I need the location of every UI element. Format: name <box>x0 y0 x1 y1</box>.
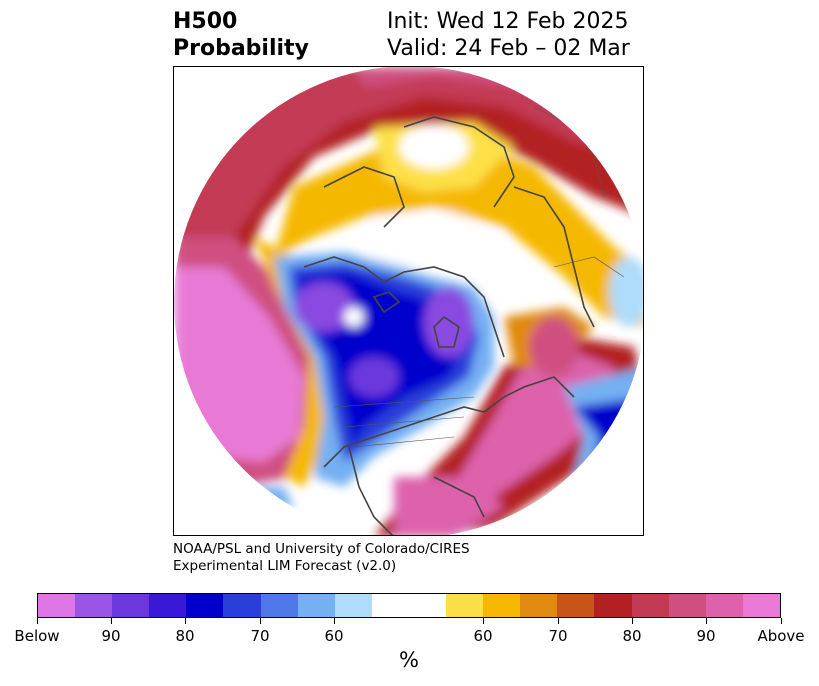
credit-text: NOAA/PSL and University of Colorado/CIRE… <box>173 541 470 575</box>
colorbar-segment <box>520 594 558 617</box>
title-quantity: Probability <box>173 36 309 61</box>
colorbar-segment <box>260 594 298 617</box>
colorbar-tick-label: 60 <box>324 627 344 645</box>
title-variable: H500 <box>173 9 238 34</box>
colorbar-segment <box>38 594 76 617</box>
colorbar-tick-label: 80 <box>622 627 642 645</box>
colorbar-tick-label: 90 <box>101 627 121 645</box>
colorbar-tick <box>558 618 559 624</box>
coastlines <box>303 116 595 535</box>
colorbar-segment <box>75 594 113 617</box>
colorbar-segment <box>334 594 372 617</box>
colorbar-tick-label: 90 <box>696 627 716 645</box>
colorbar-segment <box>149 594 187 617</box>
colorbar-tick <box>111 618 112 624</box>
colorbar-segment <box>112 594 150 617</box>
title-init-date: Init: Wed 12 Feb 2025 <box>387 9 629 34</box>
colorbar-tick-label: Above <box>757 627 805 645</box>
colorbar-tick-label: Below <box>14 627 60 645</box>
probability-field <box>174 67 643 535</box>
colorbar-segment <box>631 594 669 617</box>
colorbar-segment <box>371 594 409 617</box>
colorbar-tick <box>483 618 484 624</box>
colorbar-tick <box>185 618 186 624</box>
colorbar-segment <box>705 594 743 617</box>
map-svg <box>174 67 643 535</box>
credit-line-1: NOAA/PSL and University of Colorado/CIRE… <box>173 541 470 557</box>
colorbar-tick <box>334 618 335 624</box>
colorbar-segment <box>186 594 224 617</box>
plot-title-left: H500 Probability <box>173 8 309 62</box>
colorbar-tick <box>632 618 633 624</box>
colorbar-tick-label: 60 <box>473 627 493 645</box>
colorbar-tick <box>706 618 707 624</box>
colorbar-segment <box>594 594 632 617</box>
colorbar-segment <box>297 594 335 617</box>
colorbar-segment <box>557 594 595 617</box>
colorbar-segment <box>408 594 447 617</box>
colorbar-tick <box>37 618 38 624</box>
colorbar-segment <box>446 594 484 617</box>
colorbar-tick <box>781 618 782 624</box>
colorbar-tick-label: 80 <box>175 627 195 645</box>
title-valid-range: Valid: 24 Feb – 02 Mar <box>387 36 630 61</box>
credit-line-2: Experimental LIM Forecast (v2.0) <box>173 558 397 574</box>
colorbar-tick <box>260 618 261 624</box>
colorbar-unit-label: % <box>399 648 419 672</box>
colorbar-segment <box>223 594 261 617</box>
colorbar <box>37 593 781 618</box>
forecast-map <box>173 66 644 536</box>
plot-title-right: Init: Wed 12 Feb 2025 Valid: 24 Feb – 02… <box>387 8 630 62</box>
colorbar-tick-label: 70 <box>250 627 270 645</box>
colorbar-segment <box>668 594 706 617</box>
colorbar-segment <box>483 594 521 617</box>
colorbar-segment <box>742 594 780 617</box>
colorbar-tick-label: 70 <box>548 627 568 645</box>
